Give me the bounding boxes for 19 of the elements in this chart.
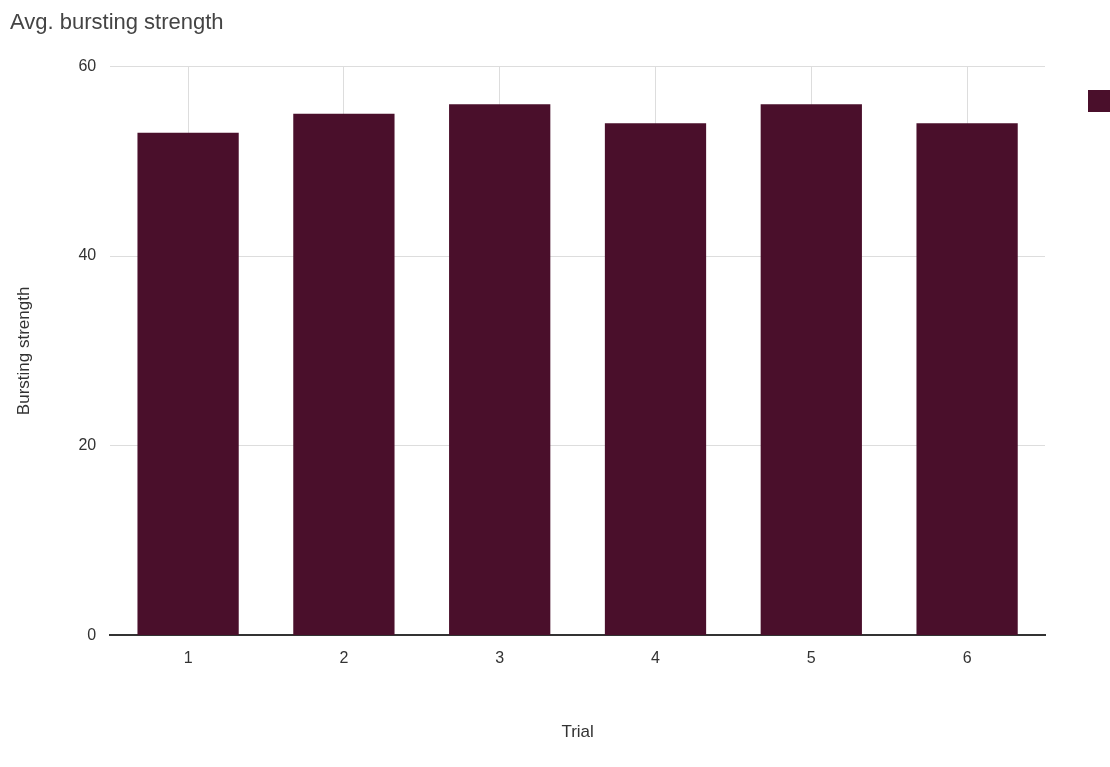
x-tick-label: 5: [806, 649, 816, 667]
x-tick-label: 1: [183, 649, 193, 667]
x-tick-label: 6: [962, 649, 972, 667]
bar: [137, 132, 239, 635]
bar: [604, 123, 707, 635]
y-tick-label: 0: [87, 625, 97, 643]
y-axis-title: Bursting strength: [13, 286, 33, 416]
x-tick-label: 4: [651, 649, 661, 667]
bar: [449, 104, 551, 635]
bar: [760, 104, 862, 635]
x-axis-title: Trial: [561, 722, 594, 742]
bar: [916, 123, 1018, 635]
chart-title: Avg. bursting strength: [10, 9, 224, 35]
x-tick-label: 2: [339, 649, 349, 667]
bar: [293, 113, 395, 635]
x-tick-label: 3: [495, 649, 505, 667]
y-tick-label: 60: [78, 56, 97, 74]
y-tick-label: 40: [78, 246, 97, 264]
y-tick-label: 20: [78, 436, 97, 454]
